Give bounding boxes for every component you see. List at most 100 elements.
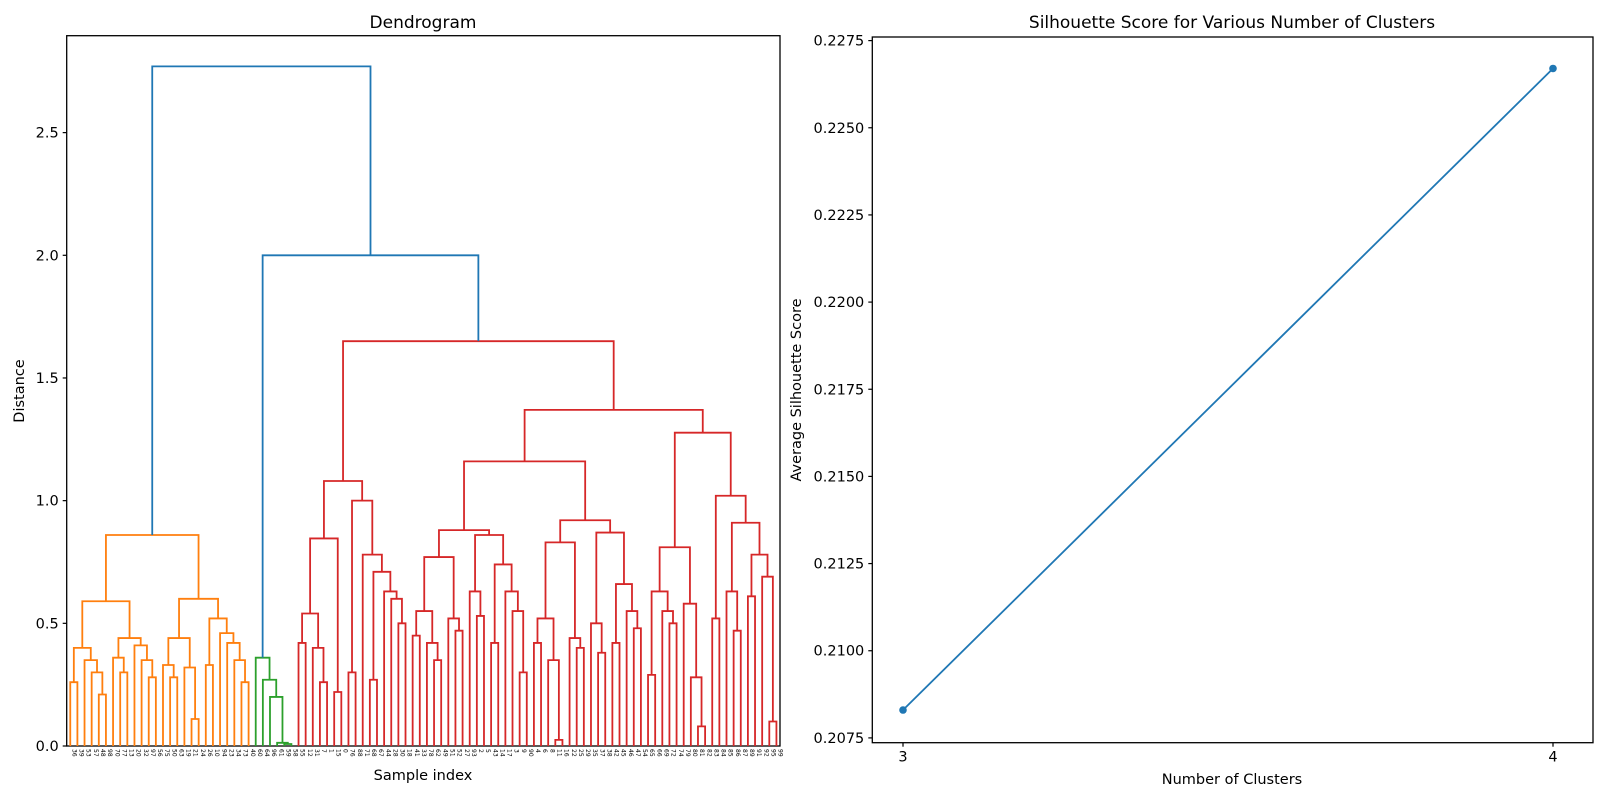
y-tick-label: 0.2075 <box>814 731 865 747</box>
dendrogram-link <box>490 642 500 746</box>
silhouette-ylabel: Average Silhouette Score <box>789 298 805 482</box>
dendrogram-link <box>673 431 732 548</box>
dendrogram-link <box>372 570 392 680</box>
y-tick-label: 0.2125 <box>814 557 865 573</box>
dendrogram-link <box>597 651 607 746</box>
dendrogram-link <box>208 617 228 666</box>
dendrogram-link <box>518 671 528 746</box>
dendrogram-link <box>504 590 519 746</box>
dendrogram-link <box>523 408 704 462</box>
dendrogram-link <box>351 499 374 673</box>
dendrogram-leaf-label: 71 <box>363 749 370 757</box>
dendrogram-leaf-label: 25 <box>577 749 584 757</box>
dendrogram-link <box>454 629 464 746</box>
dendrogram-link <box>468 590 482 746</box>
dendrogram-leaf-label: 97 <box>149 749 156 757</box>
y-tick-label: 1.5 <box>36 371 59 387</box>
dendrogram-leaf-label: 60 <box>256 749 263 757</box>
dendrogram-link <box>167 637 191 668</box>
dendrogram-leaf-label: 56 <box>156 749 163 757</box>
dendrogram-leaf-label: 69 <box>663 749 670 757</box>
dendrogram-link <box>411 634 421 746</box>
dendrogram-leaf-label: 48 <box>99 749 106 757</box>
dendrogram-leaf-label: 86 <box>734 749 741 757</box>
dendrogram-link <box>750 553 769 597</box>
dendrogram-leaf-label: 15 <box>334 749 341 757</box>
dendrogram-link <box>533 642 542 746</box>
dendrogram-leaf-label: 65 <box>648 749 655 757</box>
y-tick-label: 2.5 <box>36 126 59 142</box>
dendrogram-link <box>81 600 131 648</box>
dendrogram-link <box>647 673 657 746</box>
dendrogram-leaf-label: 93 <box>470 749 477 757</box>
dendrogram-link <box>297 642 307 746</box>
dendrogram-link <box>415 610 434 643</box>
dendrogram-link <box>90 671 104 746</box>
dendrogram-leaf-label: 27 <box>463 749 470 757</box>
dendrogram-leaf-label: 16 <box>563 749 570 757</box>
dendrogram-leaf-label: 21 <box>192 749 199 757</box>
silhouette-title: Silhouette Score for Various Number of C… <box>1028 13 1436 33</box>
dendrogram-leaf-label: 24 <box>199 749 206 757</box>
dendrogram-leaf-label: 41 <box>413 749 420 757</box>
dendrogram-leaf-label: 50 <box>170 749 177 757</box>
dendrogram-link <box>536 617 555 661</box>
dendrogram-link <box>183 666 196 746</box>
dendrogram-leaf-label: 72 <box>670 749 677 757</box>
dendrogram-link <box>151 65 372 535</box>
dendrogram-leaf-label: 55 <box>299 749 306 757</box>
dendrogram-link <box>105 534 200 602</box>
dendrogram-leaf-label: 20 <box>135 749 142 757</box>
dendrogram-link <box>595 531 625 624</box>
y-tick-label: 0.2200 <box>814 295 865 311</box>
dendrogram-link <box>447 617 460 746</box>
dendrogram-leaf-label: 14 <box>498 749 505 757</box>
dendrogram-link <box>761 575 774 746</box>
dendrogram-link <box>697 725 707 746</box>
dendrogram-link <box>261 254 480 658</box>
dendrogram-leaf-label: 79 <box>684 749 691 757</box>
dendrogram-link <box>682 602 698 746</box>
dendrogram-link <box>361 553 383 746</box>
dendrogram-leaf-label: 30 <box>399 749 406 757</box>
dendrogram-leaf-label: 85 <box>727 749 734 757</box>
dendrogram-link <box>544 541 576 639</box>
dendrogram-leaf-label: 43 <box>491 749 498 757</box>
dendrogram-link <box>661 610 674 746</box>
x-tick-label: 3 <box>898 750 907 766</box>
dendrogram-leaf-label: 75 <box>163 749 170 757</box>
dendrogram-link <box>658 546 691 604</box>
dendrogram-leaf-label: 45 <box>620 749 627 757</box>
silhouette-marker <box>1549 64 1557 73</box>
dendrogram-link <box>768 720 778 746</box>
dendrogram-leaf-label: 67 <box>377 749 384 757</box>
dendrogram-leaf-label: 90 <box>527 749 534 757</box>
dendrogram-leaf-label: 40 <box>249 749 256 757</box>
dendrogram-link <box>112 656 125 746</box>
y-tick-label: 0.5 <box>36 616 59 632</box>
dendrogram-leaf-label: 92 <box>762 749 769 757</box>
dendrogram-leaf-label: 58 <box>292 749 299 757</box>
silhouette-line <box>902 67 1554 711</box>
dendrogram-leaf-label: 95 <box>770 749 777 757</box>
dendrogram-link <box>169 676 179 746</box>
silhouette-axes-frame <box>871 36 1594 744</box>
dendrogram-leaf-label: 82 <box>705 749 712 757</box>
dendrogram-leaf-label: 77 <box>120 749 127 757</box>
y-tick-label: 0.2275 <box>814 34 865 50</box>
dendrogram-leaf-label: 8 <box>548 749 555 753</box>
dendrogram-leaf-label: 5 <box>484 749 491 753</box>
dendrogram-leaf-label: 66 <box>655 749 662 757</box>
dendrogram-link <box>725 590 739 746</box>
y-tick-label: 0.2150 <box>814 469 865 485</box>
silhouette-xlabel: Number of Clusters <box>1161 772 1303 788</box>
dendrogram-link <box>133 644 148 746</box>
dendrogram-leaf-label: 12 <box>306 749 313 757</box>
x-tick-label: 4 <box>1548 750 1557 766</box>
dendrogram-leaf-label: 47 <box>634 749 641 757</box>
dendrogram-leaf-label: 18 <box>406 749 413 757</box>
dendrogram-leaf-label: 52 <box>456 749 463 757</box>
dendrogram-link <box>730 521 761 592</box>
dendrogram-leaf-label: 17 <box>506 749 513 757</box>
